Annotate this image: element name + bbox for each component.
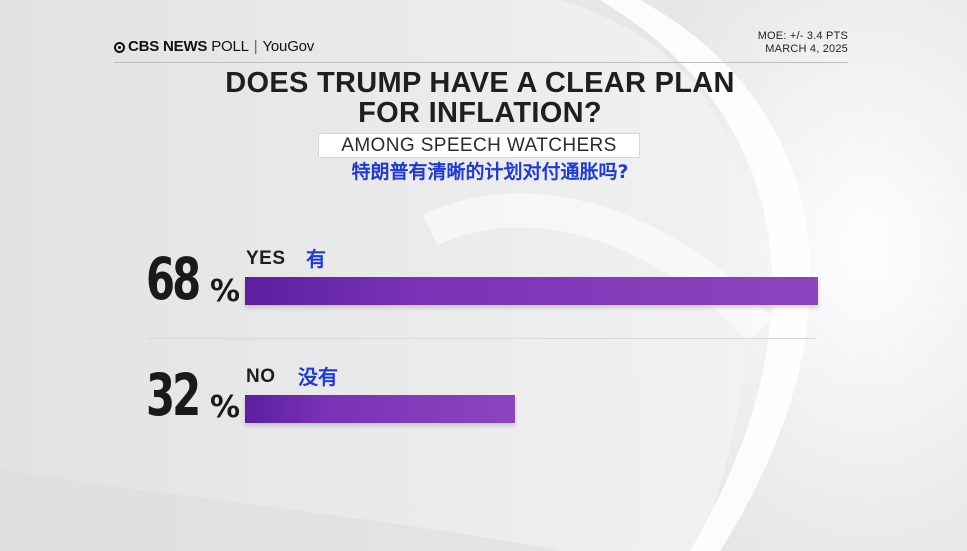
margin-of-error: MOE: +/- 3.4 PTS	[757, 30, 848, 42]
chart-title-line1: DOES TRUMP HAVE A CLEAR PLAN	[225, 67, 735, 99]
bar-no	[245, 395, 515, 423]
cbs-eye-icon	[114, 42, 125, 53]
chart-title: DOES TRUMP HAVE A CLEAR PLAN FOR INFLATI…	[150, 68, 810, 128]
percent-label-yes: 68 %	[146, 250, 242, 310]
percent-label-no: 32 %	[146, 366, 242, 426]
brand-poll: POLL	[211, 38, 249, 55]
value-label: 32	[146, 361, 201, 429]
bar-yes	[245, 277, 818, 305]
category-translation-yes: 有	[306, 247, 326, 271]
percent-sign: %	[210, 390, 241, 425]
header: CBS NEWS POLL | YouGov MOE: +/- 3.4 PTS MA…	[114, 30, 848, 60]
category-translation-no: 没有	[298, 365, 338, 389]
percent-sign: %	[210, 274, 241, 309]
row-divider	[148, 338, 816, 339]
chart-title-line2: FOR INFLATION?	[358, 97, 602, 129]
translated-title: 特朗普有清晰的计划对付通胀吗?	[351, 161, 629, 183]
brand-main: CBS NEWS	[128, 38, 208, 55]
poll-meta: MOE: +/- 3.4 PTS MARCH 4, 2025	[758, 30, 848, 56]
header-divider	[114, 62, 848, 63]
category-label-yes: YES	[246, 248, 286, 269]
brand-partner: YouGov	[262, 38, 315, 55]
value-label: 68	[146, 245, 201, 313]
brand-separator: |	[253, 38, 258, 55]
chart-subtitle: AMONG SPEECH WATCHERS	[318, 133, 640, 158]
brand-logo: CBS NEWS POLL | YouGov	[114, 38, 314, 55]
category-label-no: NO	[246, 366, 276, 387]
poll-date: MARCH 4, 2025	[765, 43, 848, 55]
